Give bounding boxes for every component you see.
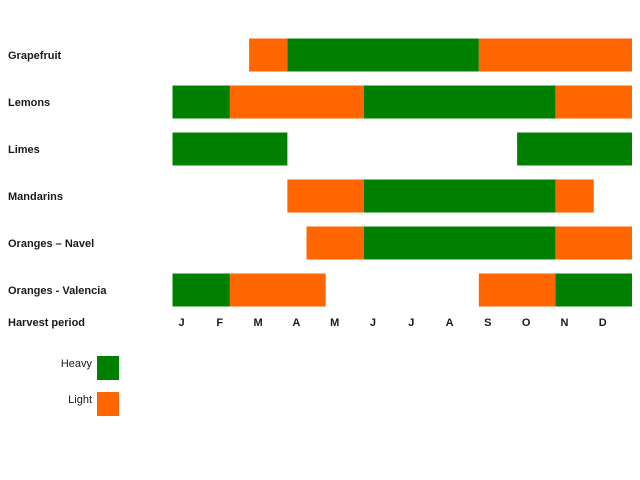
bar-segment-heavy (517, 132, 632, 166)
bar-segment-light (478, 38, 632, 72)
bar-segment-heavy (363, 226, 556, 260)
legend: Heavy Light (61, 356, 119, 416)
legend-label: Light (68, 394, 92, 406)
legend-item-light: Light (68, 392, 119, 416)
month-tick-label: O (522, 317, 531, 329)
axis-title-harvest-period: Harvest period (8, 317, 85, 329)
month-tick-label: M (253, 317, 262, 329)
month-tick-label: N (560, 317, 568, 329)
legend-swatch-light (97, 392, 119, 416)
bar-segment-light (229, 273, 326, 307)
month-tick-label: J (408, 317, 414, 329)
chart-row: Lemons (8, 85, 632, 119)
legend-swatch-heavy (97, 356, 119, 380)
bar-segment-light (306, 226, 364, 260)
month-tick-label: J (370, 317, 376, 329)
bar-segment-heavy (363, 85, 556, 119)
bar-segment-light (287, 179, 364, 213)
chart-row: Limes (8, 132, 632, 166)
bar-segment-light (555, 226, 632, 260)
bar-segment-heavy (172, 132, 288, 166)
month-tick-label: D (599, 317, 607, 329)
chart-row: Oranges - Valencia (8, 273, 632, 307)
chart-rows: Grapefruit Lemons Limes Mandarins Oranges – … (8, 38, 632, 307)
chart-row: Mandarins (8, 179, 594, 213)
legend-label: Heavy (61, 358, 93, 370)
bar-segment-light (229, 85, 364, 119)
bar-segment-heavy (172, 273, 230, 307)
month-tick-label: F (216, 317, 223, 329)
month-tick-label: A (292, 317, 300, 329)
legend-item-heavy: Heavy (61, 356, 119, 380)
month-axis: Harvest period J F M A M J J A S O N D (8, 317, 607, 329)
chart-row: Grapefruit (8, 38, 632, 72)
row-label: Oranges - Valencia (8, 285, 107, 297)
chart-row: Oranges – Navel (8, 226, 632, 260)
month-tick-label: J (178, 317, 184, 329)
row-label: Lemons (8, 97, 50, 109)
bar-segment-light (249, 38, 288, 72)
month-tick-label: A (446, 317, 454, 329)
bar-segment-heavy (555, 273, 632, 307)
bar-segment-heavy (172, 85, 230, 119)
bar-segment-light (478, 273, 556, 307)
row-label: Oranges – Navel (8, 238, 94, 250)
row-label: Mandarins (8, 191, 63, 203)
bar-segment-heavy (287, 38, 479, 72)
bar-segment-heavy (363, 179, 556, 213)
month-tick-label: S (484, 317, 491, 329)
row-label: Grapefruit (8, 50, 62, 62)
bar-segment-light (555, 85, 632, 119)
month-tick-label: M (330, 317, 339, 329)
bar-segment-light (555, 179, 594, 213)
row-label: Limes (8, 144, 40, 156)
